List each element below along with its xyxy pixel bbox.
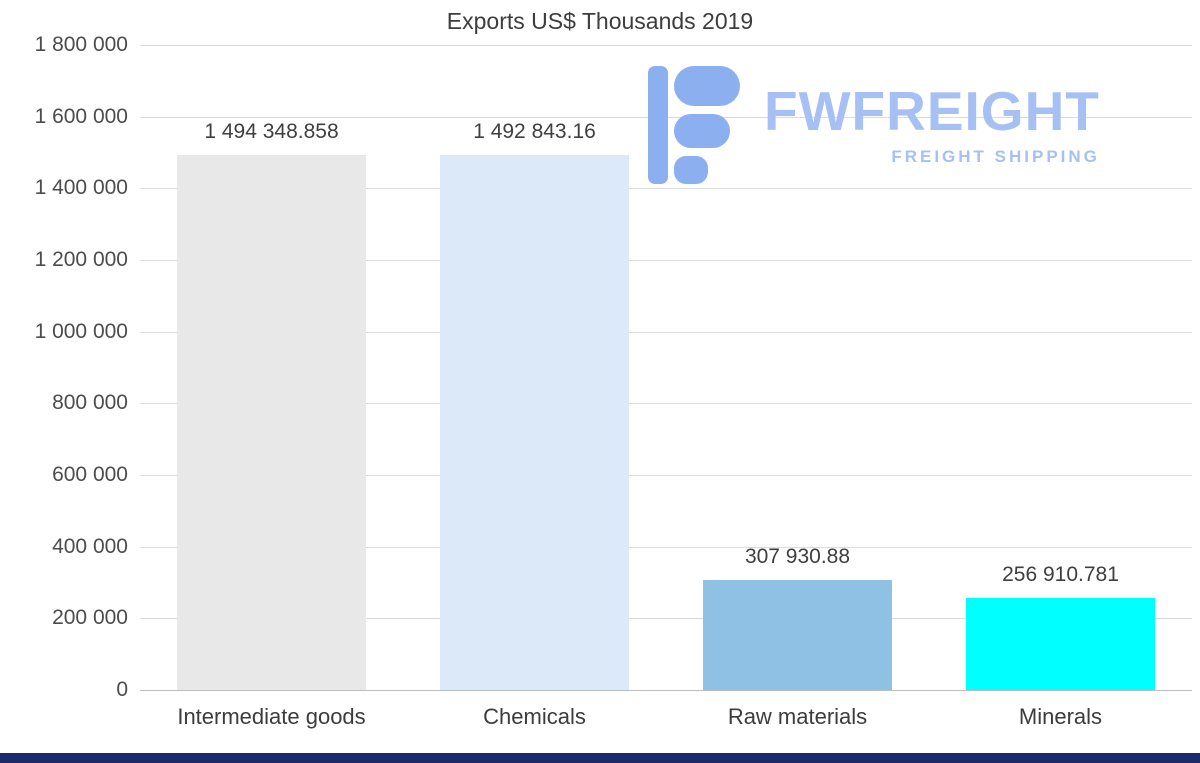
bar-value-label: 1 494 348.858	[204, 119, 339, 143]
y-axis-tick-label: 1 200 000	[34, 248, 128, 271]
y-axis-tick-label: 400 000	[52, 534, 128, 558]
y-axis-tick-label: 1 600 000	[34, 104, 128, 128]
y-axis-tick-label: 1 800 000	[34, 33, 128, 56]
gridline	[140, 618, 1192, 620]
gridline	[140, 403, 1192, 405]
bar	[439, 155, 630, 690]
bar-slot: 1 494 348.858	[140, 45, 403, 690]
bar	[176, 154, 367, 690]
watermark-tagline-text: FREIGHT SHIPPING	[891, 146, 1100, 166]
bar	[702, 579, 893, 690]
x-axis-category-label: Chemicals	[483, 704, 586, 729]
watermark-brand-text: FWFREIGHT	[764, 79, 1100, 142]
gridline	[140, 260, 1192, 261]
x-axis-category-label: Raw materials	[727, 704, 868, 729]
y-axis-tick-label: 0	[116, 678, 128, 701]
gridline	[140, 690, 1192, 691]
y-axis-tick-label: 200 000	[52, 606, 128, 630]
y-axis: 1 800 000 1 600 000 1 400 000 1 200 000 1 00…	[0, 0, 128, 763]
bar-value-label: 1 492 843.16	[473, 120, 596, 144]
y-axis-tick-label: 1 400 000	[34, 176, 128, 200]
footer-strip	[0, 753, 1200, 763]
bar-slot: 307 930.88	[666, 45, 929, 690]
watermark: FWFREIGHT FREIGHT SHIPPING	[648, 66, 1100, 184]
gridline	[140, 188, 1192, 190]
y-axis-tick-label: 800 000	[52, 391, 128, 415]
bar-value-label: 256 910.781	[1002, 562, 1119, 586]
gridline	[140, 546, 1192, 548]
bar-slot: 1 492 843.16	[403, 45, 666, 690]
x-axis-category-label: Intermediate goods	[177, 704, 366, 729]
chart-title: Exports US$ Thousands 2019	[446, 8, 754, 34]
watermark-text-block: FWFREIGHT FREIGHT SHIPPING	[764, 79, 1100, 167]
x-axis-category-label: Minerals	[1018, 704, 1103, 729]
y-axis-tick-label: 600 000	[52, 463, 128, 486]
gridline	[140, 45, 1192, 46]
x-axis: Intermediate goods Chemicals Raw materials…	[140, 704, 1192, 730]
bar	[965, 597, 1156, 690]
gridline	[140, 475, 1192, 476]
gridline	[140, 331, 1192, 333]
bar-slot: 256 910.781	[929, 45, 1192, 690]
y-axis-tick-label: 1 000 000	[34, 319, 128, 343]
bar-value-label: 307 930.88	[744, 544, 851, 568]
plot-area: 1 494 348.858 1 492 843.16 307 930.88 256 9…	[140, 45, 1192, 691]
bars-group: 1 494 348.858 1 492 843.16 307 930.88 256 9…	[140, 45, 1192, 690]
fwfreight-logo-icon	[648, 66, 740, 184]
